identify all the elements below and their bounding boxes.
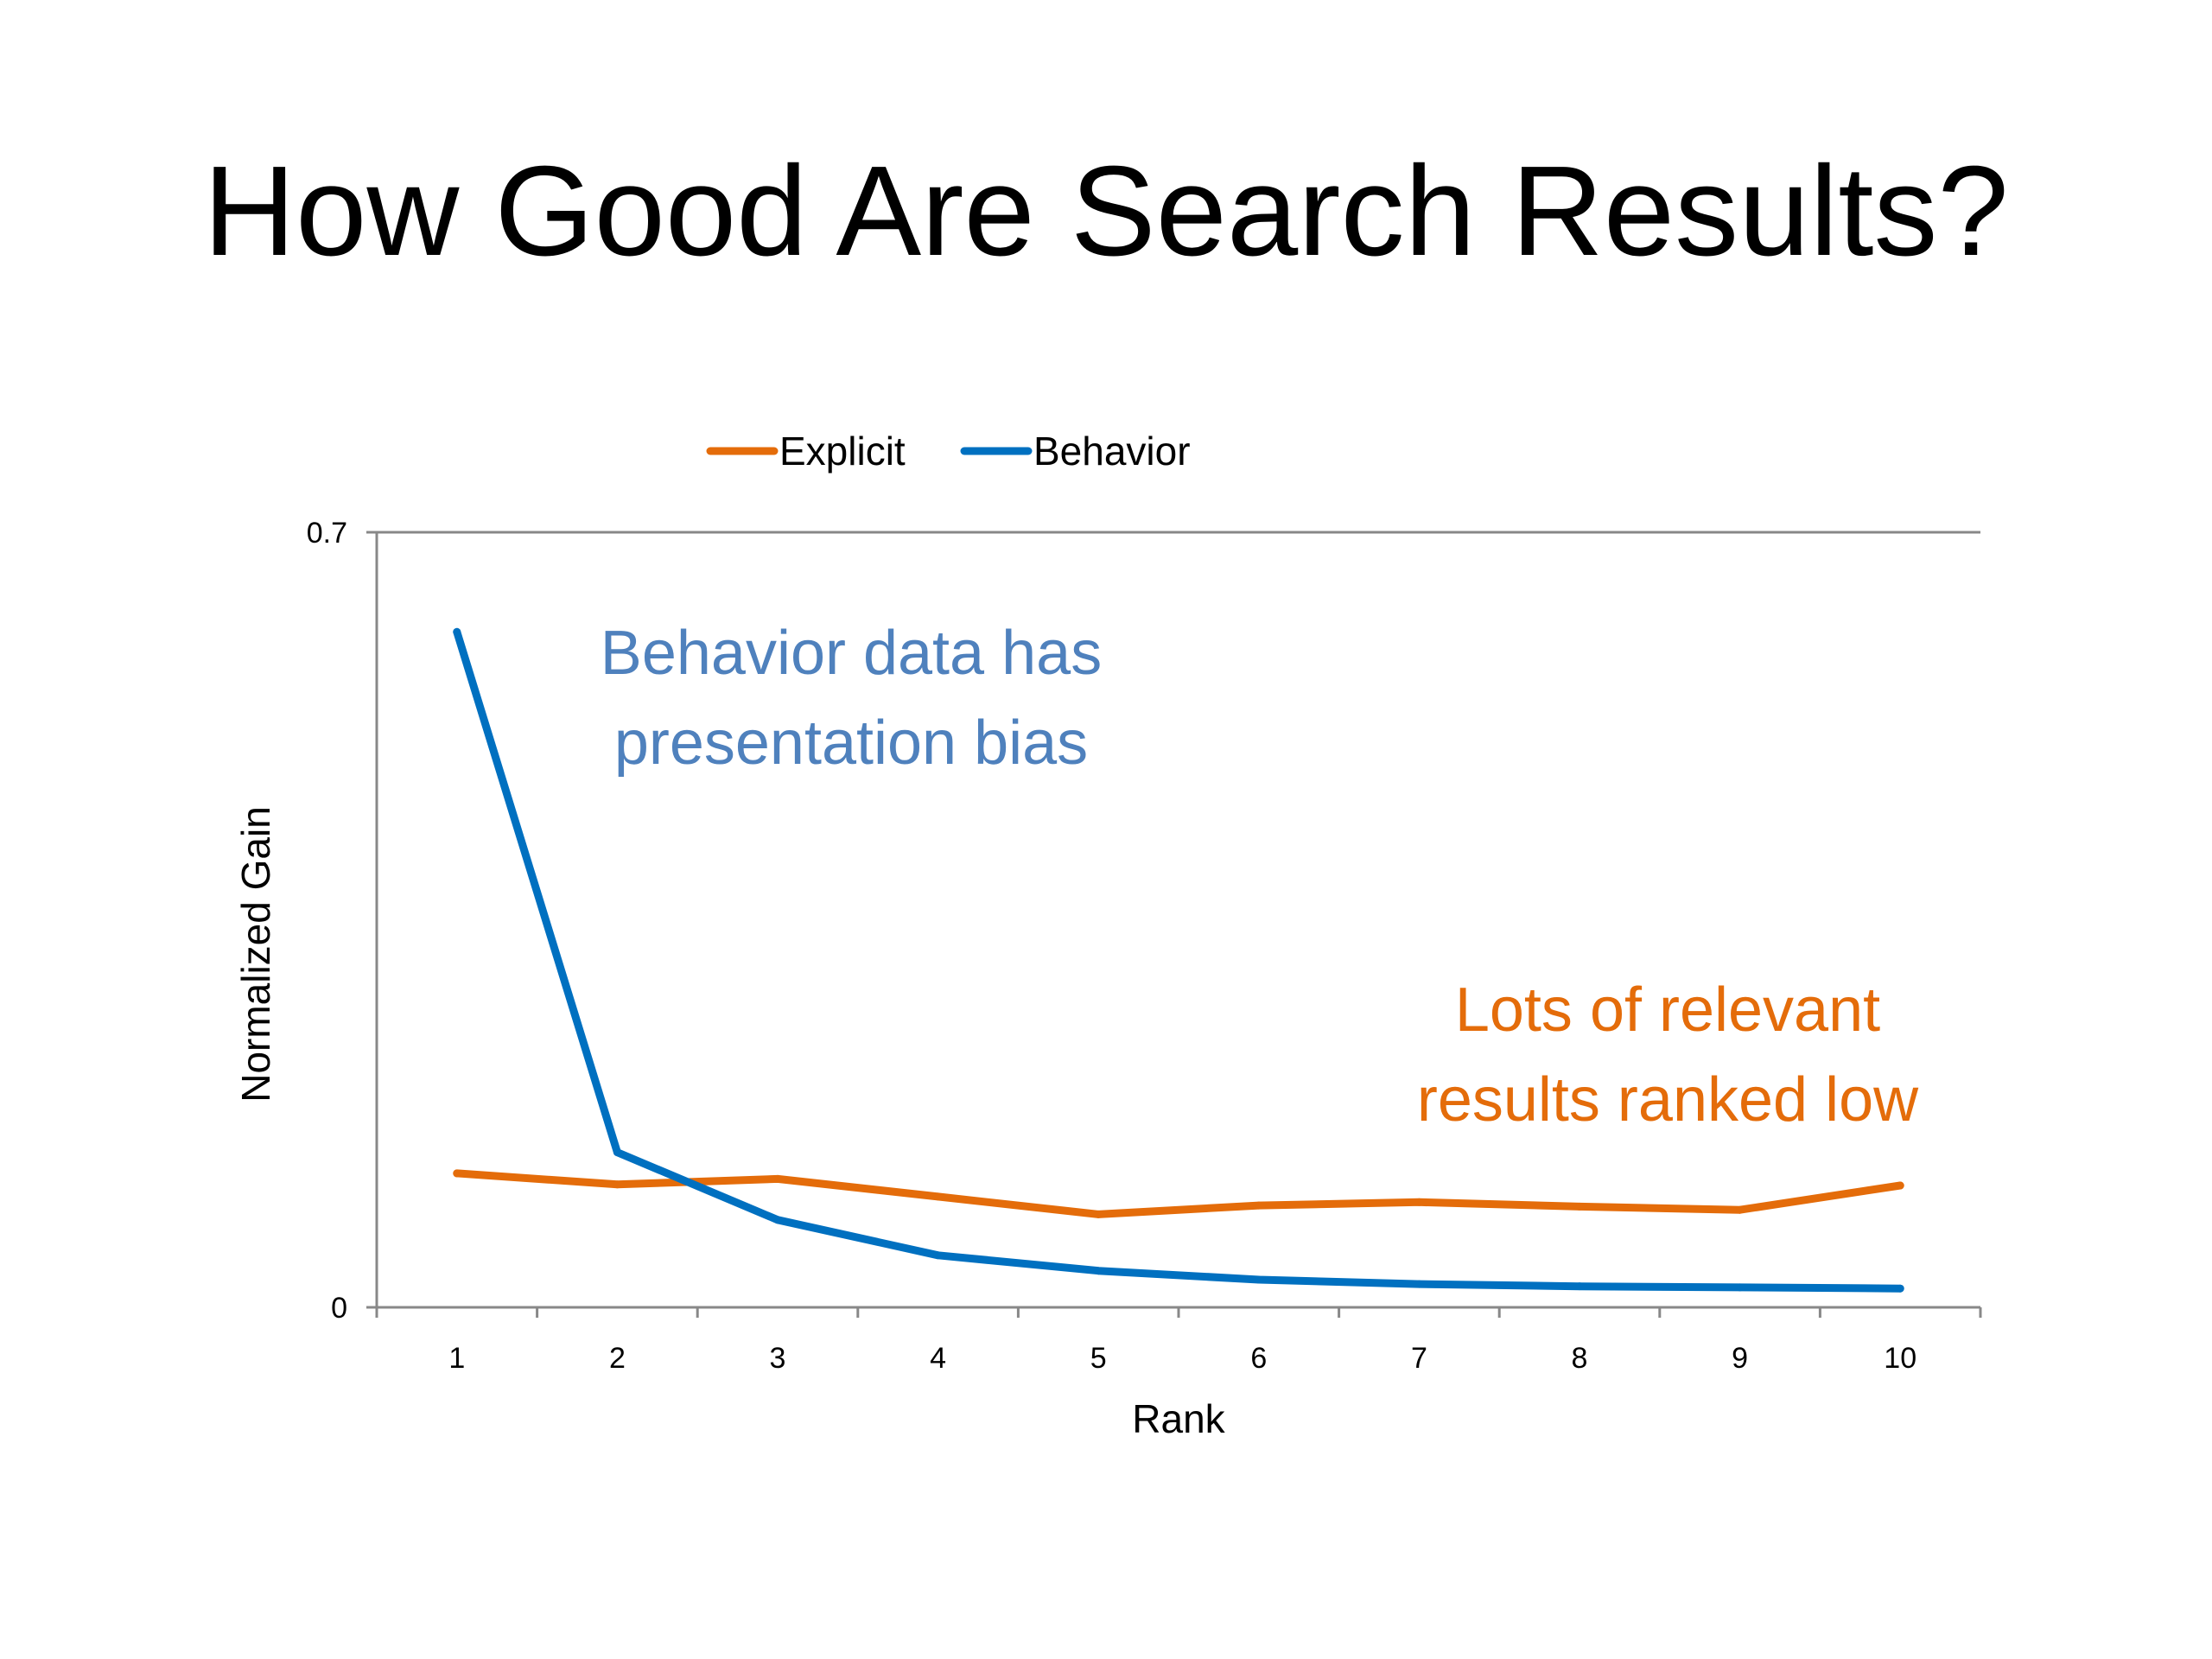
data-point [1414,1280,1423,1288]
x-axis-title: Rank [1132,1396,1225,1441]
data-point [453,627,461,636]
chart-annotations: Behavior data has presentation bias Lots o… [601,619,1919,1135]
x-tick-label: 7 [1411,1342,1427,1375]
data-point [773,1174,782,1183]
data-point [934,1192,943,1201]
annotation-line: Lots of relevant [1455,976,1880,1045]
data-point [1736,1205,1745,1214]
data-point [1255,1275,1263,1284]
data-point [453,1169,461,1178]
y-axis-title: Normalized Gain [233,806,278,1103]
data-point [1575,1282,1584,1291]
x-tick-label: 1 [448,1342,465,1375]
data-point [1094,1267,1103,1275]
data-point [1896,1284,1904,1293]
series-behavior [453,627,1904,1293]
annotation-line: results ranked low [1417,1065,1919,1135]
slide-title: How Good Are Search Results? [203,140,2009,283]
x-tick-label: 10 [1884,1342,1916,1375]
data-point [773,1216,782,1224]
annotation-line: presentation bias [614,709,1088,778]
x-tick-label: 3 [770,1342,786,1375]
legend-label: Behavior [1033,429,1191,474]
data-point [1896,1181,1904,1190]
x-tick-label: 2 [609,1342,626,1375]
y-tick-label: 0 [331,1292,347,1325]
series-explicit [453,1169,1904,1218]
annotation-explicit: Lots of relevant results ranked low [1417,976,1919,1135]
annotation-line: Behavior data has [601,619,1102,688]
chart-legend: Explicit Behavior [706,429,1191,474]
data-point [1414,1198,1423,1206]
legend-label: Explicit [779,429,906,474]
data-point [613,1148,621,1157]
data-point [934,1251,943,1260]
x-tick-label: 6 [1250,1342,1267,1375]
legend-item-behavior: Behavior [960,429,1191,474]
chart-series [453,627,1904,1293]
y-tick-label: 0.7 [307,517,347,550]
data-point [1575,1202,1584,1211]
data-point [1736,1283,1745,1292]
series-line-behavior [453,627,1904,1293]
data-point [613,1180,621,1189]
x-tick-label: 4 [930,1342,946,1375]
legend-item-explicit: Explicit [706,429,906,474]
chart-axes: 0 0.7 1 2 3 4 5 6 7 8 9 10 Rank Normalized Gain [233,517,1982,1441]
x-tick-label: 5 [1090,1342,1107,1375]
x-tick-label: 8 [1572,1342,1588,1375]
series-line-explicit [453,1169,1904,1218]
data-point [1255,1201,1263,1210]
data-point [1094,1210,1103,1218]
x-tick-label: 9 [1732,1342,1748,1375]
annotation-behavior: Behavior data has presentation bias [601,619,1102,778]
